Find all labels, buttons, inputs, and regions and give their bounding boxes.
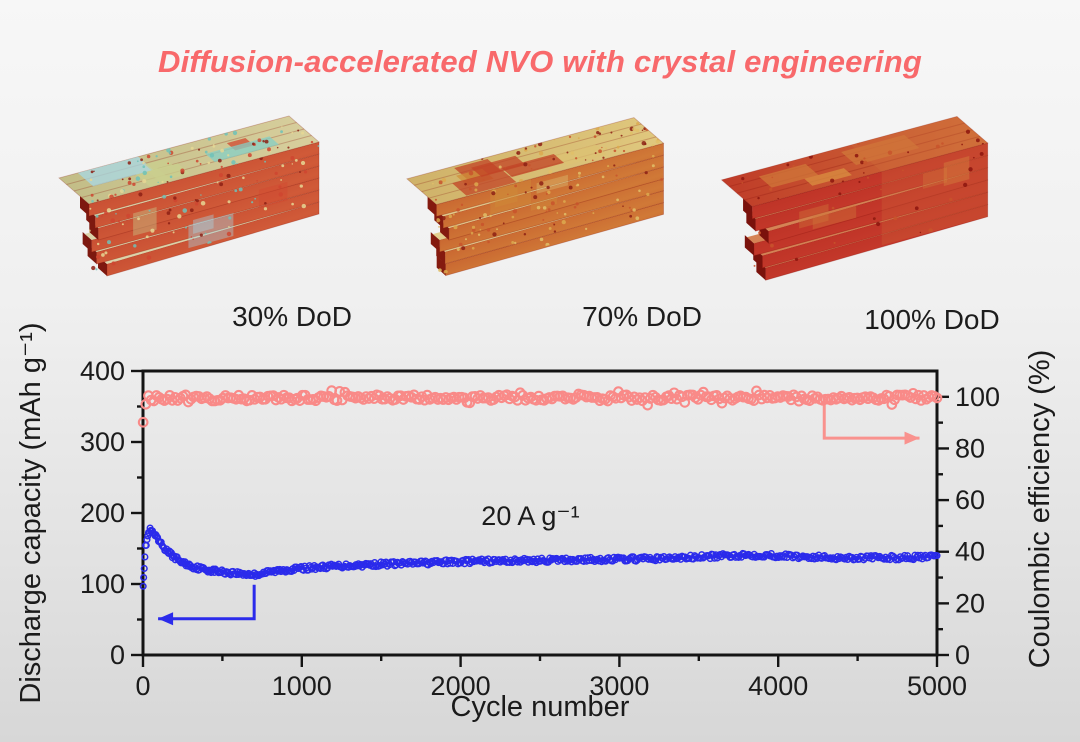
right-tick-label: 0 — [955, 640, 970, 670]
dod-label-30: 30% DoD — [232, 301, 352, 332]
right-axis-title: Coulombic efficiency (%) — [1024, 350, 1056, 669]
capacity-axis-arrow — [158, 584, 256, 621]
rate-annotation: 20 A g⁻¹ — [481, 501, 579, 531]
x-axis-title: Cycle number — [451, 691, 630, 723]
x-tick-label: 1000 — [272, 671, 332, 701]
capacity-axis-arrow-head — [158, 612, 174, 626]
x-tick-label: 4000 — [748, 671, 808, 701]
left-tick-label: 100 — [80, 569, 125, 599]
right-tick-label: 60 — [955, 485, 985, 515]
left-tick-label: 200 — [80, 498, 125, 528]
efficiency-series — [137, 385, 943, 428]
dod-label-100: 100% DoD — [864, 304, 1000, 335]
crystal-render — [58, 115, 320, 277]
right-tick-label: 100 — [955, 382, 1000, 412]
crystal-image-100-dod — [697, 82, 1045, 330]
dod-label-70: 70% DoD — [582, 301, 702, 332]
crystal-image-70-dod — [383, 88, 719, 320]
x-tick-label: 2000 — [431, 671, 491, 701]
x-tick-label: 0 — [135, 671, 150, 701]
left-tick-label: 400 — [80, 356, 125, 386]
left-axis-title: Discharge capacity (mAh g⁻¹) — [15, 322, 47, 703]
efficiency-axis-arrow-head — [904, 431, 920, 445]
efficiency-axis-arrow — [822, 403, 920, 440]
left-tick-label: 300 — [80, 427, 125, 457]
crystal-image-30-dod — [35, 86, 375, 321]
capacity-series — [139, 524, 941, 590]
right-tick-label: 80 — [955, 433, 985, 463]
x-tick-label: 3000 — [589, 671, 649, 701]
crystal-render — [720, 115, 989, 281]
left-tick-label: 0 — [110, 640, 125, 670]
figure-title: Diffusion-accelerated NVO with crystal e… — [158, 44, 922, 79]
right-tick-label: 20 — [955, 588, 985, 618]
x-tick-label: 5000 — [907, 671, 967, 701]
right-tick-label: 40 — [955, 537, 985, 567]
crystal-render — [406, 117, 665, 277]
axis-ticks — [131, 369, 949, 667]
